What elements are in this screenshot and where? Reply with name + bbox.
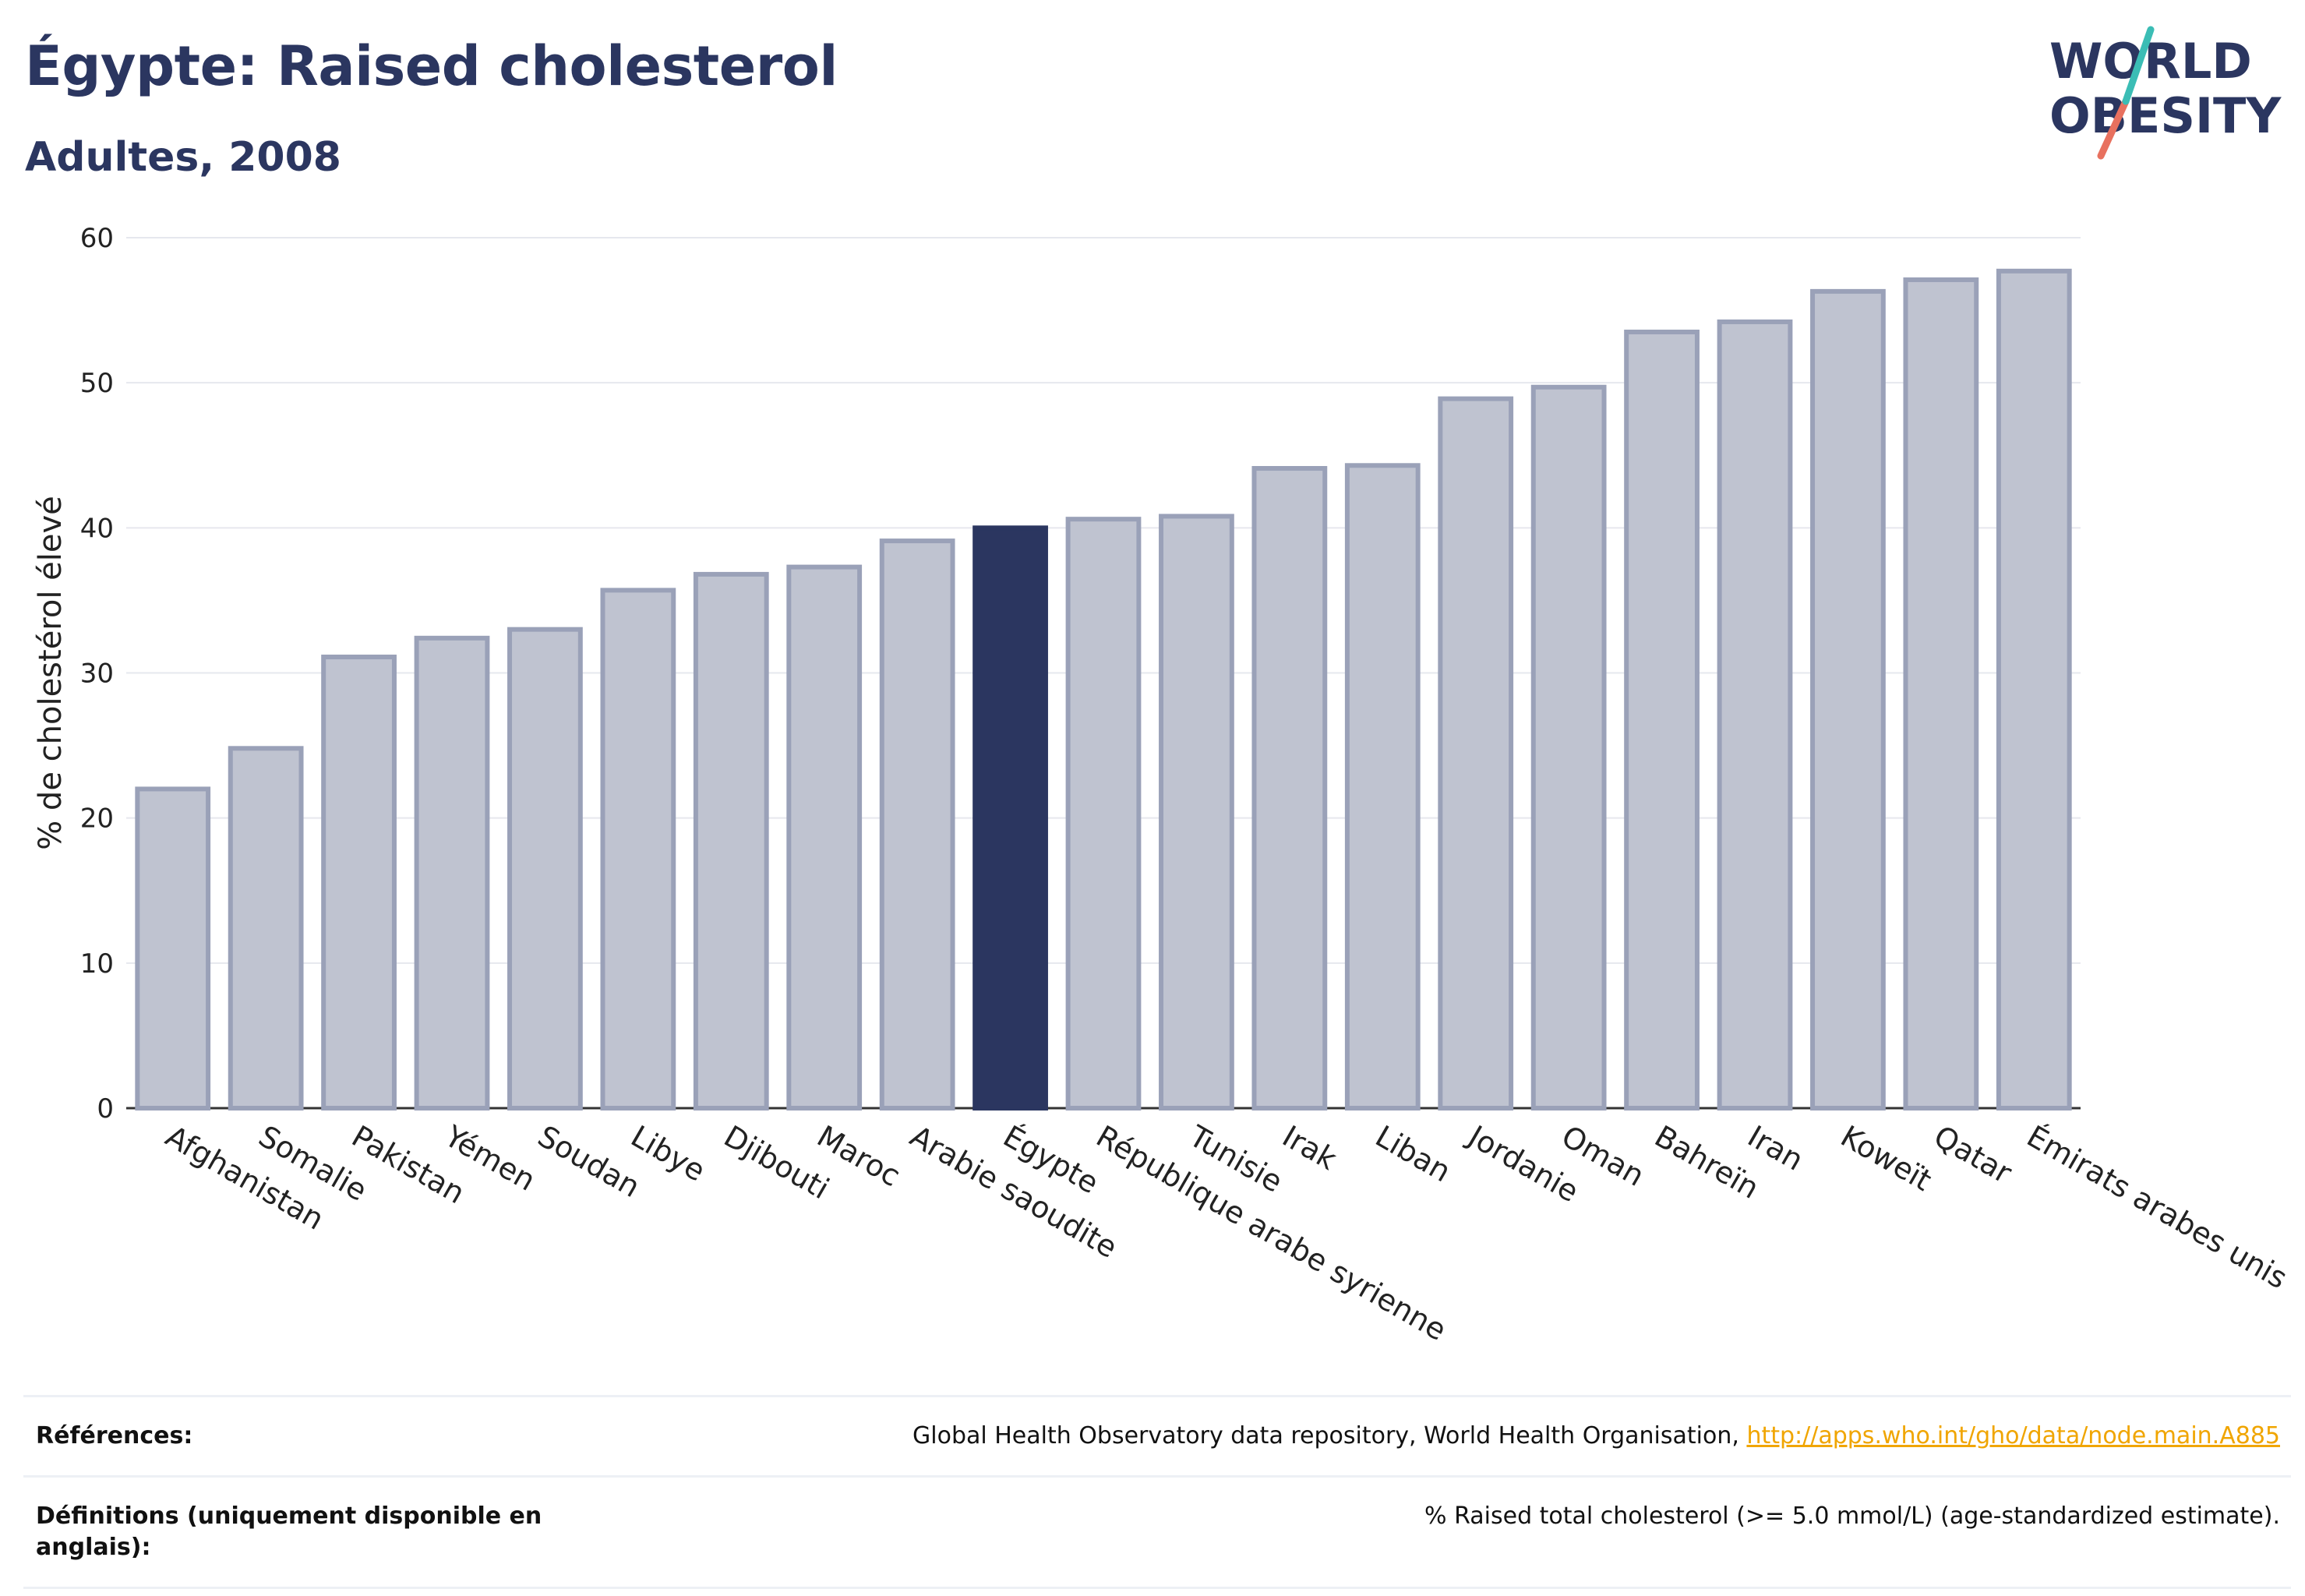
references-value: Global Health Observatory data repositor… [912, 1421, 2280, 1452]
bar-12[interactable] [1251, 466, 1328, 1110]
x-tick-label: Émirats arabes unis [2021, 1119, 2293, 1296]
x-tick-label: Liban [1370, 1119, 1456, 1189]
x-tick-label: Koweït [1835, 1119, 1937, 1198]
bar-20[interactable] [1996, 268, 2072, 1110]
bar-5[interactable] [600, 588, 676, 1110]
y-tick-label: 30 [80, 659, 114, 690]
bar-13[interactable] [1344, 463, 1421, 1110]
bar-16[interactable] [1624, 330, 1700, 1110]
references-text: Global Health Observatory data repositor… [912, 1422, 1747, 1449]
x-axis-labels: AfghanistanSomaliePakistanYémenSoudanLib… [160, 1118, 2293, 1347]
y-tick-label: 50 [80, 368, 114, 399]
bar-3[interactable] [414, 635, 490, 1110]
bar-7[interactable] [786, 564, 863, 1110]
y-axis-title: % de cholestérol élevé [33, 496, 69, 850]
x-tick-label: Soudan [532, 1119, 646, 1205]
bar-17[interactable] [1717, 319, 1793, 1110]
references-link[interactable]: http://apps.who.int/gho/data/node.main.A… [1746, 1422, 2280, 1449]
bar-0[interactable] [135, 786, 211, 1111]
footer-table: Références: Global Health Observatory da… [23, 1395, 2291, 1589]
world-obesity-logo: WORLD OBESITY [2049, 26, 2282, 160]
svg-text:WORLD: WORLD [2049, 33, 2252, 90]
bar-11[interactable] [1159, 514, 1234, 1110]
bar-4[interactable] [507, 627, 583, 1110]
page-title: Égypte: Raised cholesterol [25, 34, 838, 98]
page-subtitle: Adultes, 2008 [25, 134, 341, 181]
bar-chart: 0 10 20 30 40 50 60 AfghanistanSomaliePakistan… [33, 223, 2293, 1347]
y-tick-label: 40 [80, 513, 114, 544]
bar-8[interactable] [879, 538, 955, 1110]
x-tick-label: Qatar [1928, 1119, 2017, 1191]
bar-18[interactable] [1810, 288, 1886, 1110]
y-tick-label: 20 [80, 803, 114, 835]
definitions-label: Définitions (uniquement disponible en an… [36, 1502, 542, 1561]
definitions-row: Définitions (uniquement disponible en an… [23, 1475, 2291, 1589]
svg-text:OBESITY: OBESITY [2049, 87, 2282, 144]
y-axis-ticks: 0 10 20 30 40 50 60 [80, 223, 114, 1125]
references-row: Références: Global Health Observatory da… [23, 1395, 2291, 1475]
y-tick-label: 0 [97, 1093, 114, 1125]
references-label: Références: [36, 1422, 193, 1449]
y-tick-label: 10 [80, 948, 114, 980]
x-tick-label: Bahreïn [1649, 1119, 1765, 1206]
bar-19[interactable] [1903, 277, 1979, 1111]
definitions-value: % Raised total cholesterol (>= 5.0 mmol/… [1424, 1502, 2280, 1530]
bar-14[interactable] [1438, 396, 1514, 1110]
bars [135, 268, 2072, 1111]
y-tick-label: 60 [80, 223, 114, 254]
bar-2[interactable] [321, 655, 397, 1110]
bar-15[interactable] [1530, 384, 1607, 1111]
bar-10[interactable] [1065, 517, 1142, 1110]
x-tick-label: Djibouti [718, 1119, 835, 1206]
bar-1[interactable] [228, 746, 304, 1110]
bar-6[interactable] [693, 571, 769, 1110]
bar-9[interactable] [972, 525, 1048, 1110]
